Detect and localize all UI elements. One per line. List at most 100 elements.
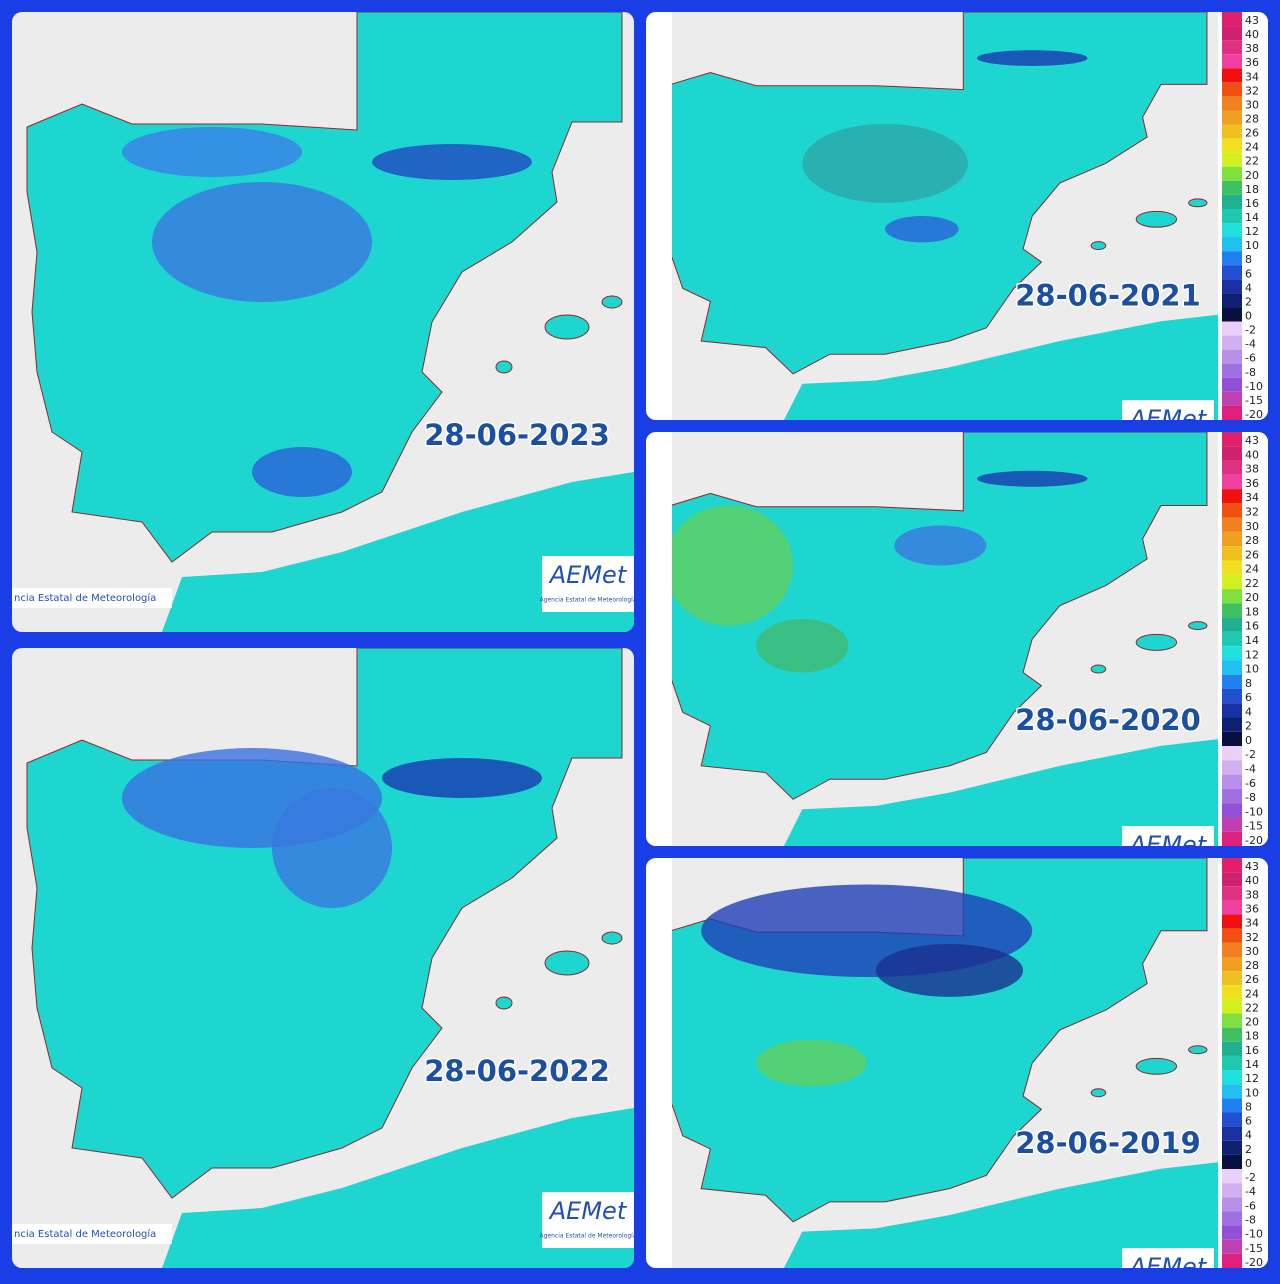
legend-label: -20 — [1245, 408, 1263, 421]
legend-swatch — [1222, 985, 1242, 1000]
legend-swatch — [1222, 774, 1242, 789]
map-panel: 28-06-2023 AEMet Agencia Estatal de Meteor… — [12, 12, 634, 632]
legend-swatch — [1222, 1211, 1242, 1226]
legend-swatch — [1222, 914, 1242, 929]
legend-label: 24 — [1245, 141, 1259, 154]
legend-label: 12 — [1245, 648, 1259, 661]
legend-label: 8 — [1245, 1100, 1252, 1113]
island — [1090, 664, 1107, 674]
legend-label: -10 — [1245, 380, 1263, 393]
island — [544, 314, 590, 340]
legend-label: 18 — [1245, 605, 1259, 618]
legend-label: 40 — [1245, 874, 1259, 887]
legend-label: 4 — [1245, 281, 1252, 294]
legend-swatch — [1222, 1197, 1242, 1212]
legend-swatch — [1222, 703, 1242, 718]
logo: AEMet — [548, 561, 628, 589]
map: 28-06-2023 AEMet Agencia Estatal de Meteor… — [12, 12, 634, 632]
legend-swatch — [1222, 1154, 1242, 1170]
logo: AEMet — [1128, 831, 1208, 859]
temperature-area — [382, 758, 542, 798]
legend-label: -15 — [1245, 1242, 1263, 1255]
legend-swatch — [1222, 237, 1242, 252]
legend-label: 36 — [1245, 56, 1259, 69]
island — [1188, 198, 1208, 208]
temperature-area — [977, 50, 1088, 66]
legend-label: -4 — [1245, 1185, 1256, 1198]
legend-swatch — [1222, 96, 1242, 111]
legend-label: 8 — [1245, 253, 1252, 266]
legend-label: 4 — [1245, 705, 1252, 718]
legend-label: 12 — [1245, 1072, 1259, 1085]
legend-label: 18 — [1245, 183, 1259, 196]
legend-label: 2 — [1245, 720, 1252, 733]
legend-label: 20 — [1245, 591, 1259, 604]
temperature-area — [802, 123, 968, 203]
map-panel: 434038363432302826242220181614121086420-… — [646, 12, 1268, 433]
island — [601, 295, 623, 309]
legend-swatch — [1222, 1070, 1242, 1085]
island — [1188, 1045, 1208, 1055]
legend-swatch — [1222, 1126, 1242, 1141]
legend-label: 20 — [1245, 169, 1259, 182]
island — [1090, 241, 1107, 251]
legend-label: 22 — [1245, 155, 1259, 168]
legend-swatch — [1222, 307, 1242, 322]
africa — [783, 314, 1218, 420]
temperature-area — [272, 788, 392, 908]
legend-swatch — [1222, 1225, 1242, 1240]
legend-swatch — [1222, 858, 1242, 873]
africa — [783, 739, 1218, 846]
island — [1188, 621, 1208, 631]
legend-label: -8 — [1245, 791, 1256, 804]
legend-swatch — [1222, 489, 1242, 504]
logo-bg — [1122, 1248, 1214, 1268]
island — [1135, 1057, 1178, 1075]
temperature-area — [894, 525, 987, 566]
legend-label: -4 — [1245, 338, 1256, 351]
legend-swatch — [1222, 560, 1242, 575]
legend-swatch — [1222, 349, 1242, 364]
map: 434038363432302826242220181614121086420-… — [646, 858, 1268, 1269]
legend-swatch — [1222, 321, 1242, 336]
legend-label: -20 — [1245, 834, 1263, 847]
legend-label: -15 — [1245, 394, 1263, 407]
temperature-area — [885, 216, 959, 243]
legend-swatch — [1222, 746, 1242, 761]
legend-label: 40 — [1245, 28, 1259, 41]
date-label: 28-06-2020 — [1015, 703, 1201, 737]
island — [601, 931, 623, 945]
legend-label: -20 — [1245, 1256, 1263, 1269]
legend-swatch — [1222, 1041, 1242, 1056]
legend-label: -15 — [1245, 820, 1263, 833]
legend-label: 20 — [1245, 1016, 1259, 1029]
legend-swatch — [1222, 194, 1242, 209]
legend-label: 0 — [1245, 734, 1252, 747]
legend-label: 26 — [1245, 548, 1259, 561]
legend-swatch — [1222, 717, 1242, 732]
temperature-area — [152, 182, 372, 302]
legend-swatch — [1222, 531, 1242, 547]
legend-swatch — [1222, 265, 1242, 280]
legend-label: -8 — [1245, 366, 1256, 379]
temperature-area — [252, 447, 352, 497]
legend-label: 30 — [1245, 945, 1259, 958]
temperature-area — [875, 943, 1024, 997]
legend-swatch — [1222, 886, 1242, 901]
temperature-area — [372, 144, 532, 180]
legend-swatch — [1222, 517, 1242, 532]
legend-label: 32 — [1245, 84, 1259, 97]
legend-label: 6 — [1245, 1115, 1252, 1128]
legend-swatch — [1222, 40, 1242, 55]
logo: AEMet — [1128, 405, 1208, 433]
logo-bg — [542, 1192, 634, 1248]
temperature-area — [664, 505, 794, 626]
legend-swatch — [1222, 1140, 1242, 1155]
legend-label: 26 — [1245, 973, 1259, 986]
land — [659, 432, 1208, 800]
legend-label: 32 — [1245, 931, 1259, 944]
legend-swatch — [1222, 1098, 1242, 1113]
date-label: 28-06-2019 — [1015, 1126, 1201, 1160]
legend-swatch — [1222, 928, 1242, 943]
legend-label: 38 — [1245, 888, 1259, 901]
